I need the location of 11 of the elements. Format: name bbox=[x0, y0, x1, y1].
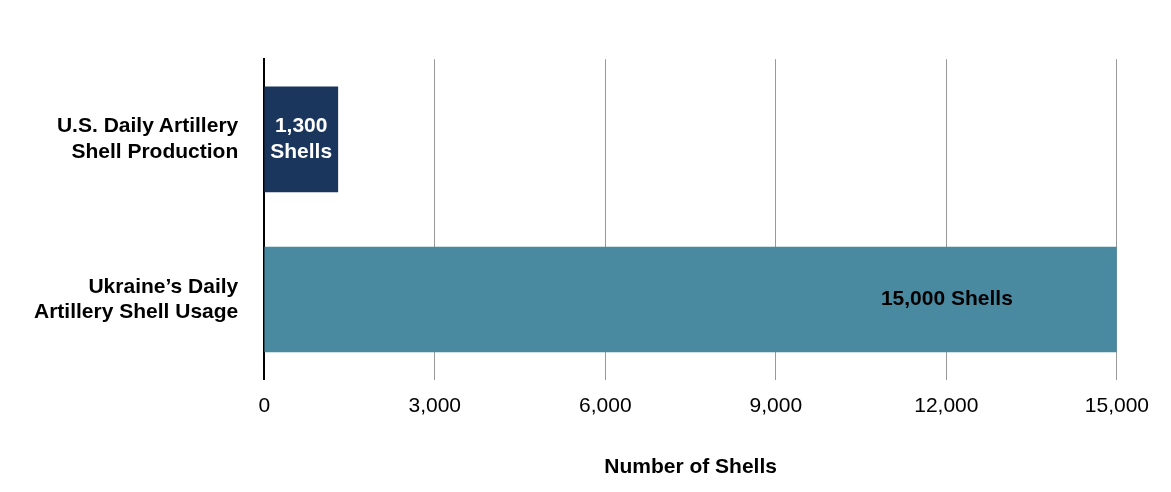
x-axis-title: Number of Shells bbox=[604, 454, 777, 478]
x-tick-label: 9,000 bbox=[749, 393, 803, 416]
data-label: 15,000 Shells bbox=[880, 286, 1013, 310]
x-tick-label: 15,000 bbox=[1084, 393, 1149, 416]
x-tick-label: 12,000 bbox=[914, 393, 979, 416]
x-tick-label: 3,000 bbox=[408, 393, 462, 416]
y-tick-label: U.S. Daily Artillery Shell Production bbox=[56, 113, 239, 162]
y-tick-label: Ukraine’s Daily Artillery Shell Usage bbox=[34, 273, 239, 322]
data-label: 1,300 Shells bbox=[270, 113, 333, 163]
x-tick-label: 0 bbox=[258, 393, 271, 416]
x-tick-label: 6,000 bbox=[579, 393, 632, 416]
